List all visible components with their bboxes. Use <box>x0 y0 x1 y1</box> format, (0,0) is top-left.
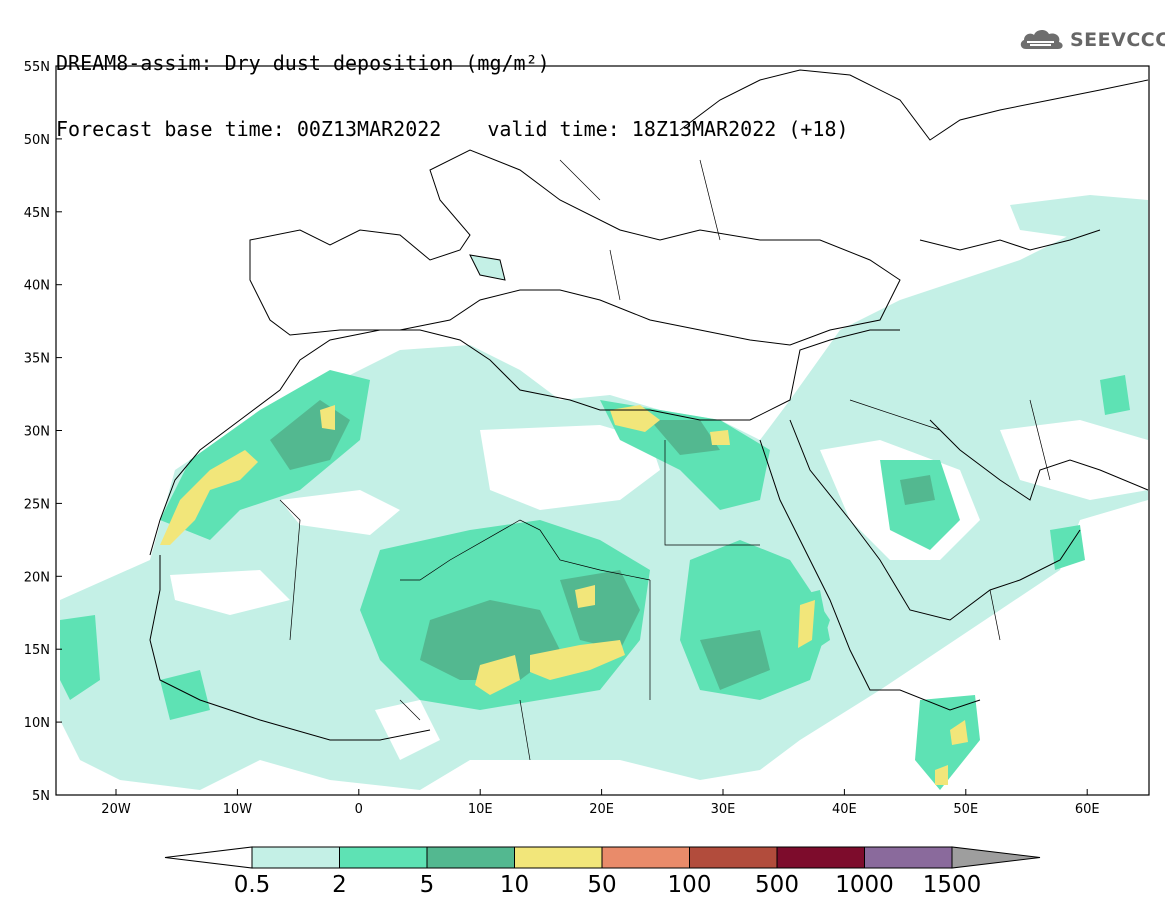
colorbar-box <box>689 846 778 869</box>
colorbar-box <box>339 846 428 869</box>
lat-label: 30N <box>24 425 50 440</box>
lat-label: 55N <box>24 60 50 75</box>
colorbar-label: 50 <box>587 872 617 898</box>
coastlines <box>149 69 1149 741</box>
lat-axis: 55N 50N 45N 40N 35N 30N 25N 20N 15N 10N 5N <box>24 60 62 804</box>
lat-label: 15N <box>24 643 50 658</box>
colorbar-box <box>601 846 690 869</box>
lon-label: 40E <box>832 802 857 817</box>
lat-label: 35N <box>24 352 50 367</box>
map-header: DREAM8-assim: Dry dust deposition (mg/m²… <box>56 8 849 162</box>
lat-label: 45N <box>24 206 50 221</box>
colorbar-box <box>514 846 603 869</box>
lon-label: 20W <box>101 802 131 817</box>
colorbar-label: 500 <box>755 872 799 898</box>
lat-label: 5N <box>32 789 50 804</box>
colorbar-label: 5 <box>419 872 435 898</box>
colorbar-box <box>776 846 865 869</box>
valid-time: valid time: 18Z13MAR2022 (+18) <box>487 117 849 141</box>
lat-label: 10N <box>24 716 50 731</box>
borders <box>279 159 1051 761</box>
colorbar-label: 1500 <box>922 872 982 898</box>
time-line: Forecast base time: 00Z13MAR2022 valid ti… <box>56 118 849 140</box>
colorbar-min-triangle <box>164 846 253 869</box>
seevccc-logo: SEEVCCC <box>1018 26 1165 54</box>
colorbar-label: 100 <box>667 872 712 898</box>
lon-label: 10E <box>468 802 493 817</box>
colorbar-box <box>426 846 515 869</box>
dust-field <box>60 195 1148 790</box>
lat-label: 20N <box>24 570 50 585</box>
lon-label: 10W <box>223 802 253 817</box>
lon-axis: 20W 10W 0 10E 20E 30E 40E 50E 60E <box>101 789 1100 817</box>
base-time: Forecast base time: 00Z13MAR2022 <box>56 117 442 141</box>
colorbar-label: 2 <box>332 872 347 898</box>
map-title: DREAM8-assim: Dry dust deposition (mg/m²… <box>56 51 550 75</box>
lon-label: 60E <box>1075 802 1100 817</box>
dust-level-10 <box>160 405 968 785</box>
colorbar-box <box>251 846 340 869</box>
colorbar-label: 10 <box>499 872 530 898</box>
colorbar-max-triangle <box>951 846 1041 869</box>
lon-label: 50E <box>953 802 978 817</box>
colorbar-label: 0.5 <box>233 872 271 898</box>
cloud-icon <box>1020 29 1063 49</box>
lon-label: 0 <box>355 802 363 817</box>
lat-label: 50N <box>24 133 50 148</box>
colorbar-box <box>864 846 953 869</box>
logo-text: SEEVCCC <box>1070 29 1165 51</box>
colorbar-label: 1000 <box>835 872 894 898</box>
lat-label: 25N <box>24 497 50 512</box>
lon-label: 20E <box>589 802 614 817</box>
lon-label: 30E <box>711 802 736 817</box>
lat-label: 40N <box>24 279 50 294</box>
dust-map: 55N 50N 45N 40N 35N 30N 25N 20N 15N 10N 5N 20W 10W 0… <box>24 60 1150 817</box>
